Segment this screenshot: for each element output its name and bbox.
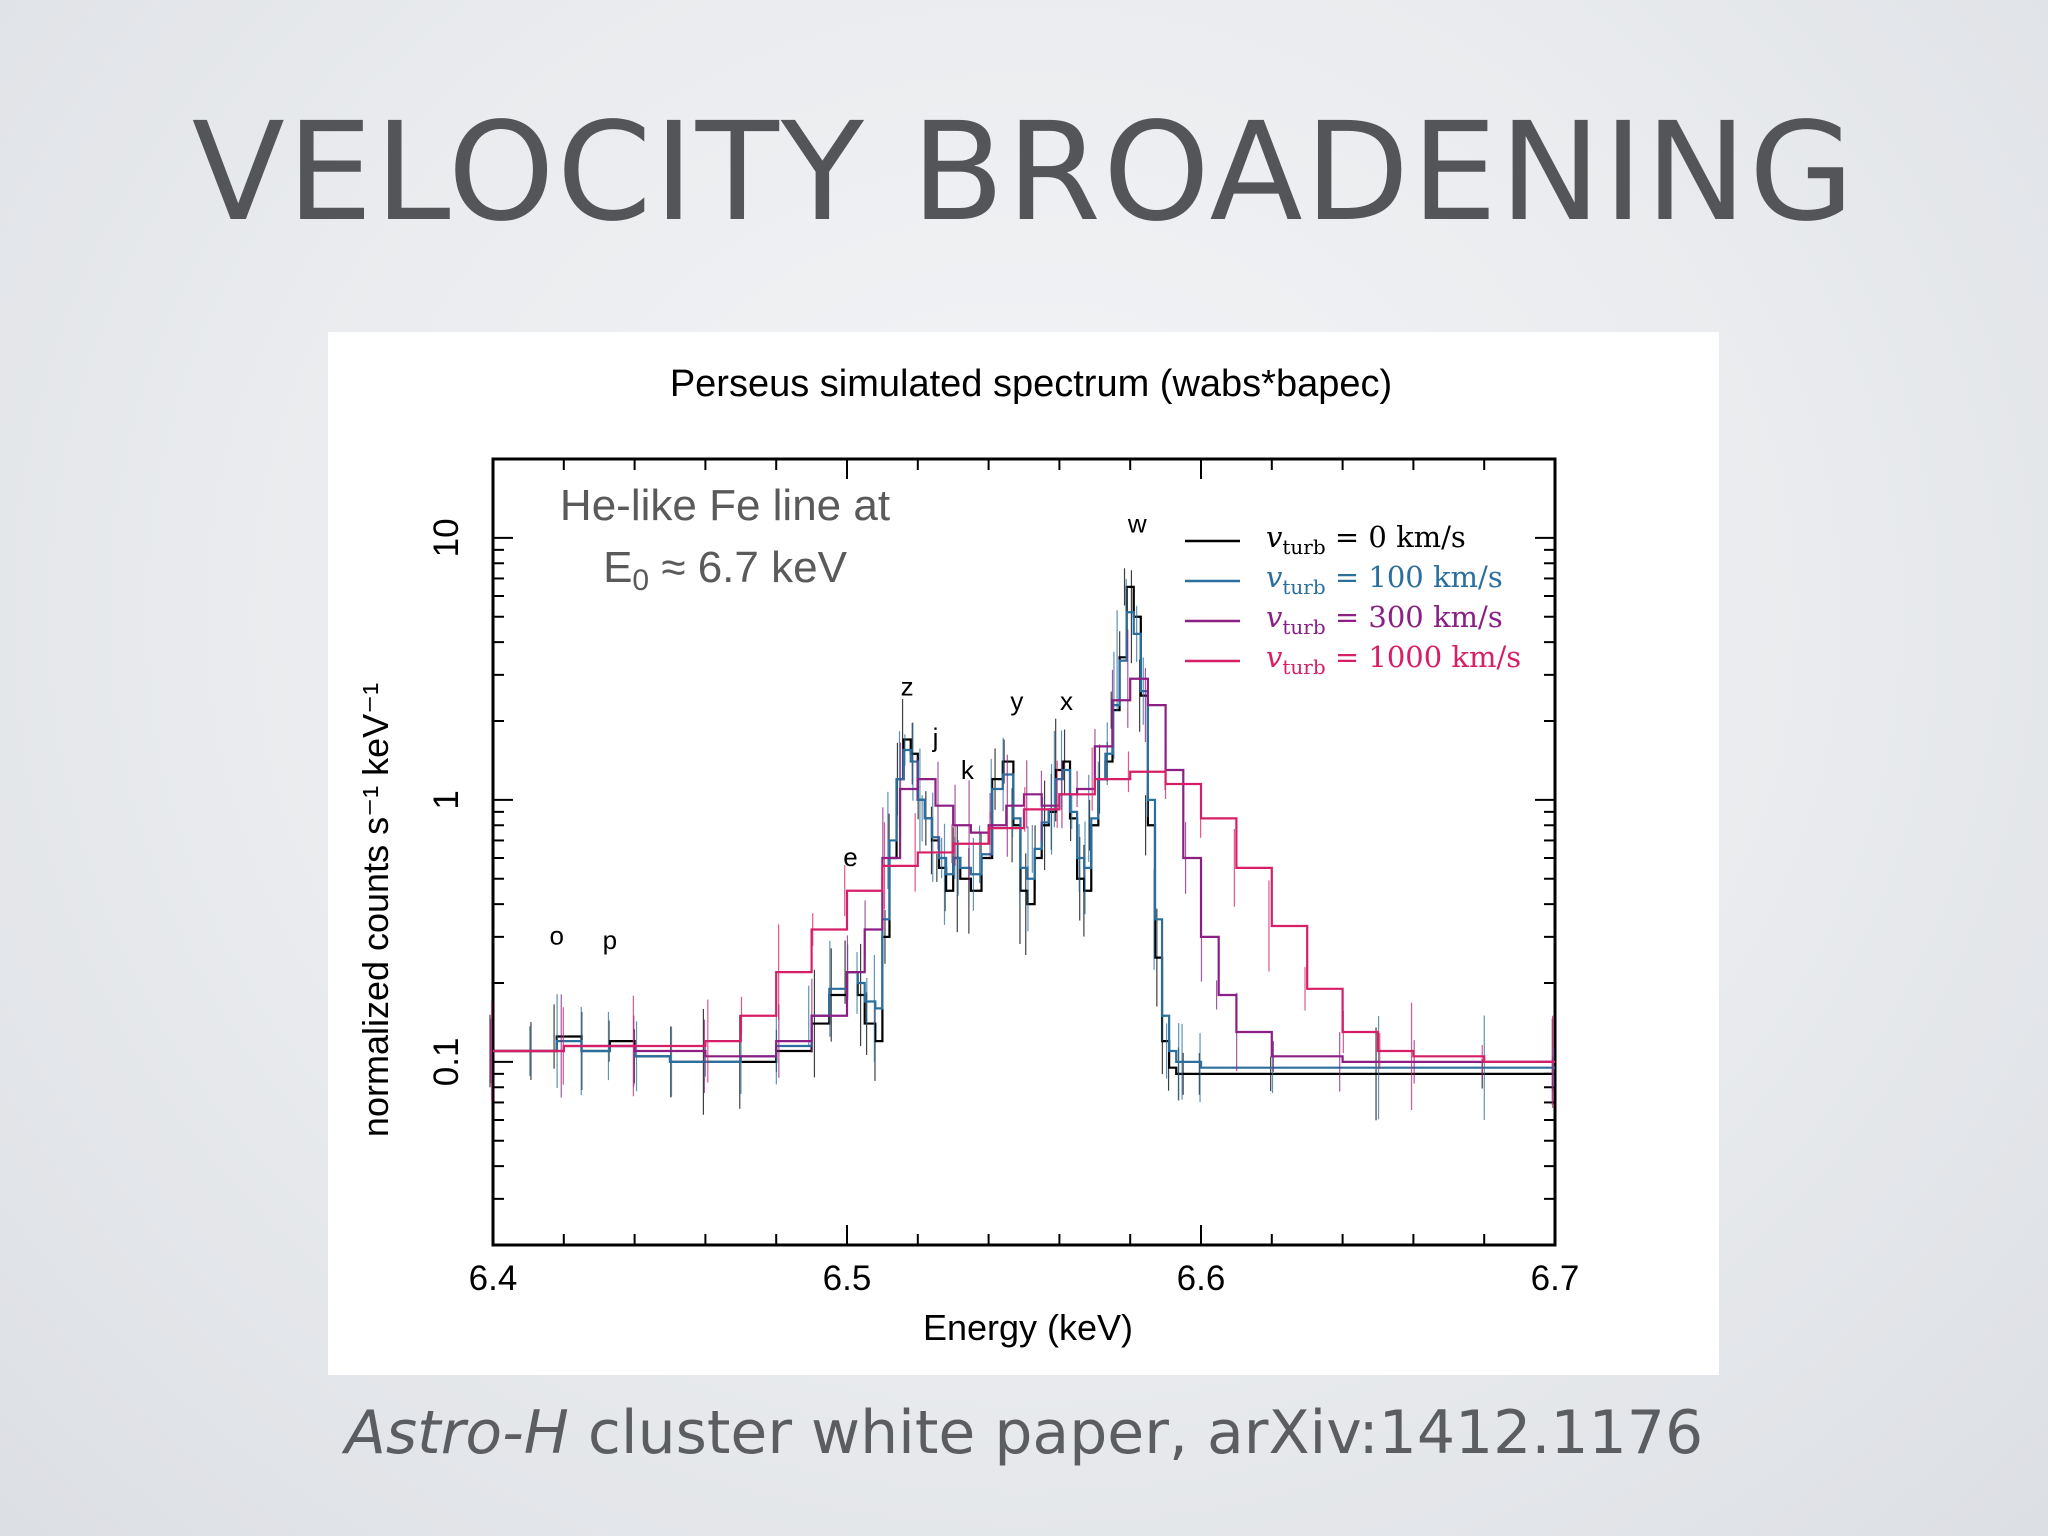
legend-value: = 1000 km/s — [1326, 640, 1521, 674]
legend-entry: vturb = 100 km/s — [1266, 560, 1503, 599]
legend-var: v — [1266, 640, 1283, 674]
annotation-rest: ≈ 6.7 keV — [649, 543, 847, 592]
line-label-y: y — [1010, 686, 1023, 716]
x-tick-label: 6.5 — [823, 1259, 872, 1298]
line-label-e: e — [843, 842, 857, 872]
legend-value: = 300 km/s — [1326, 600, 1503, 634]
chart-title: Perseus simulated spectrum (wabs*bapec) — [670, 363, 1392, 405]
legend-sub: turb — [1282, 575, 1325, 599]
legend-entry: vturb = 300 km/s — [1266, 600, 1503, 639]
legend-var: v — [1266, 600, 1283, 634]
x-tick-label: 6.6 — [1177, 1259, 1226, 1298]
legend-entry: vturb = 1000 km/s — [1266, 640, 1521, 679]
annotation-sub: 0 — [632, 564, 649, 597]
x-tick-label: 6.4 — [469, 1259, 518, 1298]
series-3 — [491, 747, 1555, 1111]
series-line — [493, 677, 1555, 1063]
legend-sub: turb — [1282, 615, 1325, 639]
x-axis-label: Energy (keV) — [923, 1307, 1133, 1348]
line-label-j: j — [932, 722, 939, 752]
legend-var: v — [1266, 520, 1283, 554]
line-label-p: p — [603, 925, 617, 955]
legend-sub: turb — [1282, 535, 1325, 559]
series-line — [493, 611, 1555, 1069]
slide-title: VELOCITY BROADENING — [191, 94, 1857, 252]
legend-value: = 0 km/s — [1326, 520, 1466, 554]
annotation-e: E — [603, 543, 632, 592]
caption-rest: cluster white paper, arXiv:1412.1176 — [568, 1398, 1704, 1468]
annotation-line2: E0 ≈ 6.7 keV — [603, 543, 848, 597]
plot-frame — [491, 457, 1557, 1247]
series-line — [493, 770, 1555, 1063]
x-tick-label: 6.7 — [1531, 1259, 1580, 1298]
legend-value: = 100 km/s — [1326, 560, 1503, 594]
y-axis-label: normalized counts s⁻¹ keV⁻¹ — [355, 683, 396, 1137]
line-label-z: z — [901, 672, 914, 702]
legend-var: v — [1266, 560, 1283, 594]
line-label-k: k — [961, 755, 975, 785]
y-tick-label: 1 — [427, 790, 466, 809]
line-label-o: o — [549, 921, 563, 951]
line-label-x: x — [1060, 686, 1073, 716]
spectrum-chart: Perseus simulated spectrum (wabs*bapec) … — [355, 363, 1580, 1348]
y-tick-label: 10 — [427, 518, 466, 557]
line-label-w: w — [1127, 508, 1147, 538]
annotation-line1: He-like Fe line at — [560, 481, 890, 530]
plot-area: 6.4 6.5 6.6 6.7 0.1 1 10 o p e zjk y x w He-like Fe li… — [427, 457, 1580, 1298]
caption-italic: Astro-H — [344, 1398, 569, 1468]
legend-sub: turb — [1282, 655, 1325, 679]
y-tick-label: 0.1 — [427, 1038, 466, 1087]
legend-entry: vturb = 0 km/s — [1266, 520, 1466, 559]
slide-caption: Astro-H cluster white paper, arXiv:1412.… — [0, 1398, 2048, 1468]
figure-panel: Perseus simulated spectrum (wabs*bapec) … — [328, 332, 1719, 1375]
